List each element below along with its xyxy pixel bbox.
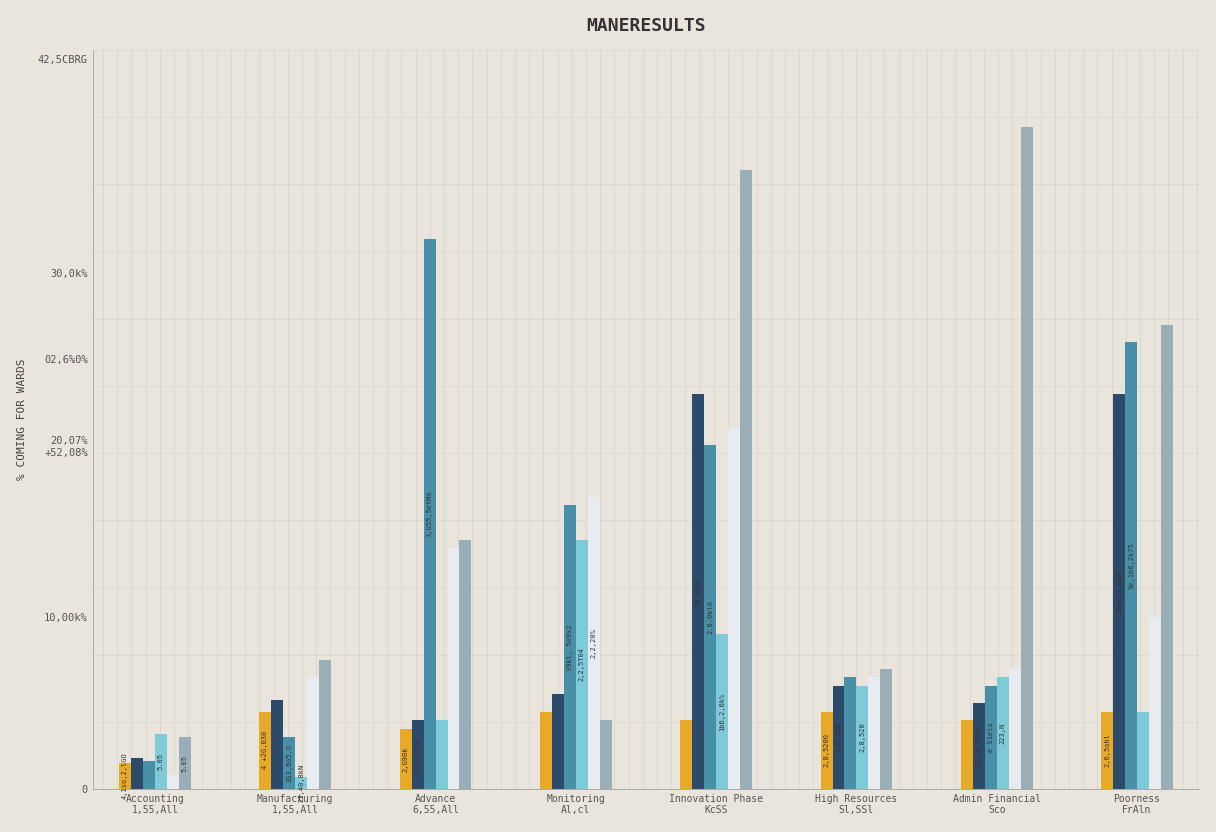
Bar bbox=[704, 445, 716, 789]
Bar bbox=[564, 505, 576, 789]
Bar bbox=[868, 677, 880, 789]
Bar bbox=[167, 775, 179, 789]
Text: 5.05: 5.05 bbox=[182, 755, 187, 771]
Text: 21,40,8kN: 21,40,8kN bbox=[298, 764, 304, 802]
Text: 2,0,3Slg: 2,0,3Slg bbox=[415, 737, 421, 771]
Text: 2G3,6G5,O: 2G3,6G5,O bbox=[286, 744, 292, 782]
Text: 2,8,520: 2,8,520 bbox=[860, 722, 866, 752]
Bar bbox=[844, 677, 856, 789]
Bar bbox=[119, 763, 131, 789]
Bar bbox=[552, 695, 564, 789]
Bar bbox=[259, 711, 271, 789]
Bar bbox=[997, 677, 1008, 789]
Bar bbox=[1161, 325, 1173, 789]
Bar bbox=[1125, 342, 1137, 789]
Bar bbox=[435, 721, 447, 789]
Bar bbox=[308, 677, 319, 789]
Bar bbox=[154, 734, 167, 789]
Text: Se,1b6,2k75: Se,1b6,2k75 bbox=[1128, 542, 1135, 589]
Bar bbox=[587, 497, 599, 789]
Text: 2,8,520: 2,8,520 bbox=[835, 722, 841, 752]
Bar bbox=[1113, 394, 1125, 789]
Bar bbox=[143, 761, 154, 789]
Bar bbox=[131, 758, 143, 789]
Bar bbox=[319, 660, 331, 789]
Text: 20ks,3,GkM: 20ks,3,GkM bbox=[1116, 570, 1122, 612]
Bar bbox=[728, 428, 741, 789]
Bar bbox=[576, 540, 587, 789]
Text: 1b6,2,6k%: 1b6,2,6k% bbox=[719, 692, 725, 730]
Bar bbox=[1137, 711, 1149, 789]
Bar bbox=[179, 737, 191, 789]
Bar bbox=[1149, 617, 1161, 789]
Bar bbox=[460, 540, 472, 789]
Bar bbox=[295, 777, 308, 789]
Bar bbox=[1102, 711, 1113, 789]
Text: 59,63h%: 59,63h% bbox=[696, 577, 702, 607]
Title: MANERESULTS: MANERESULTS bbox=[586, 17, 705, 35]
Bar bbox=[973, 703, 985, 789]
Bar bbox=[961, 721, 973, 789]
Text: 2,8,5200: 2,8,5200 bbox=[823, 733, 829, 767]
Text: 39kl, 5e9x2: 39kl, 5e9x2 bbox=[567, 624, 573, 671]
Bar bbox=[412, 721, 423, 789]
Y-axis label: % COMING FOR WARDS: % COMING FOR WARDS bbox=[17, 359, 27, 480]
Text: 223,N,5016: 223,N,5016 bbox=[975, 725, 981, 767]
Bar bbox=[1008, 669, 1020, 789]
Text: 2,2,5T04: 2,2,5T04 bbox=[579, 647, 585, 681]
Text: 4,1so,2,lGO: 4,1so,2,lGO bbox=[122, 753, 128, 800]
Bar bbox=[540, 711, 552, 789]
Bar bbox=[599, 721, 612, 789]
Bar bbox=[1020, 127, 1032, 789]
Bar bbox=[833, 686, 844, 789]
Bar bbox=[423, 239, 435, 789]
Text: 2,2,20%: 2,2,20% bbox=[591, 628, 597, 658]
Text: 4 +2G,630: 4 +2G,630 bbox=[263, 731, 269, 770]
Bar bbox=[271, 700, 283, 789]
Bar bbox=[741, 171, 751, 789]
Text: 223,N: 223,N bbox=[1000, 722, 1006, 744]
Bar bbox=[880, 669, 893, 789]
Text: 2,6,5ohl: 2,6,5ohl bbox=[1104, 733, 1110, 767]
Bar bbox=[716, 634, 728, 789]
Text: 2,G90k: 2,G90k bbox=[402, 746, 409, 771]
Bar bbox=[985, 686, 997, 789]
Bar bbox=[283, 737, 295, 789]
Bar bbox=[821, 711, 833, 789]
Bar bbox=[856, 686, 868, 789]
Text: 2,6,0bl0: 2,6,0bl0 bbox=[708, 600, 713, 634]
Bar bbox=[447, 548, 460, 789]
Text: 5.05: 5.05 bbox=[158, 753, 164, 770]
Bar bbox=[680, 721, 692, 789]
Bar bbox=[400, 729, 412, 789]
Text: e S1els: e S1els bbox=[987, 722, 993, 752]
Bar bbox=[692, 394, 704, 789]
Text: 3,G55,5etMs: 3,G55,5etMs bbox=[427, 491, 433, 537]
